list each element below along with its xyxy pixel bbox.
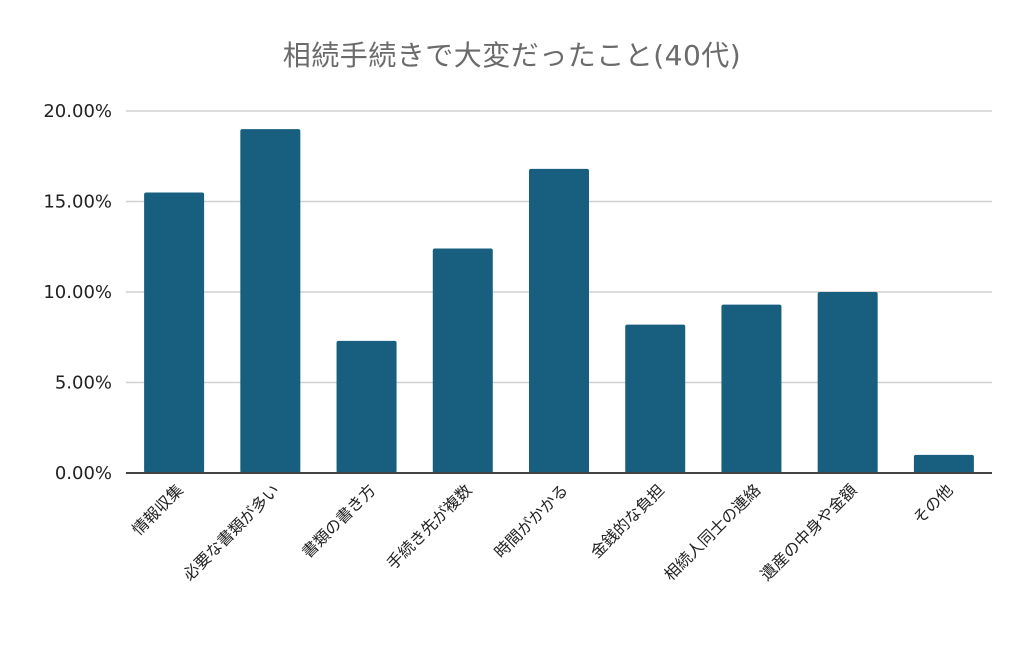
y-tick-label: 5.00%	[55, 373, 112, 394]
bar	[721, 304, 782, 473]
y-tick-label: 15.00%	[43, 192, 112, 213]
x-tick-label: 遺産の中身や金額	[757, 480, 861, 584]
x-tick-label: 書類の書き方	[298, 480, 379, 561]
y-tick-label: 20.00%	[43, 101, 112, 122]
bar	[817, 292, 878, 473]
y-tick-label: 0.00%	[55, 463, 112, 484]
bar	[625, 324, 686, 473]
x-tick-label: 必要な書類が多い	[179, 480, 283, 584]
bar	[432, 248, 493, 473]
y-tick-label: 10.00%	[43, 282, 112, 303]
chart-title: 相続手続きで大変だったこと(40代)	[282, 39, 742, 72]
x-tick-label: 手続き先が複数	[383, 480, 476, 573]
bar	[529, 168, 589, 474]
bar	[240, 129, 301, 473]
bar	[336, 340, 397, 473]
bar	[144, 192, 205, 473]
x-tick-label: その他	[909, 480, 956, 527]
x-tick-label: 金銭的な負担	[587, 480, 668, 561]
bar	[913, 454, 974, 473]
x-tick-label: 時間がかかる	[491, 480, 572, 561]
x-tick-label: 相続人同士の連絡	[660, 480, 764, 584]
x-tick-label: 情報収集	[128, 480, 187, 539]
